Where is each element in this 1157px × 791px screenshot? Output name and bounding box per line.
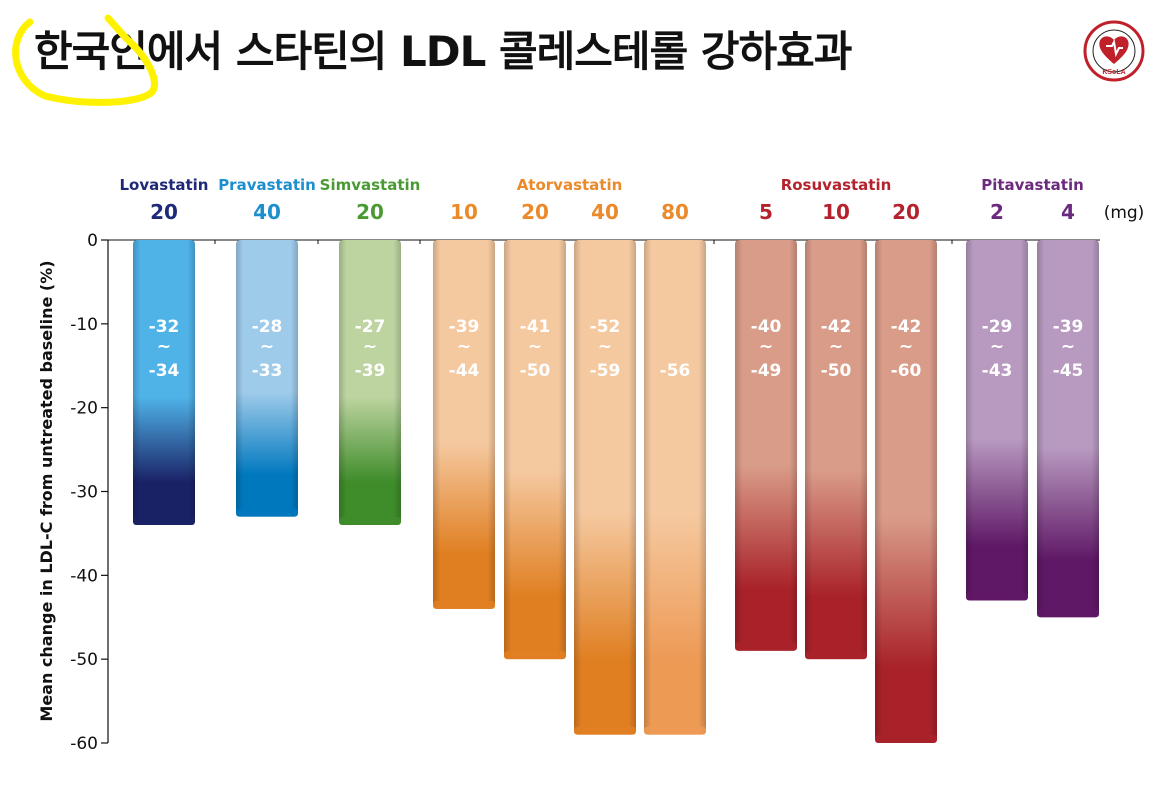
bar-range-max-label: -50 xyxy=(520,361,551,381)
y-tick-label: 0 xyxy=(87,231,98,251)
y-tick-label: -20 xyxy=(70,399,98,419)
dose-label: 2 xyxy=(990,200,1004,224)
y-tick-label: -10 xyxy=(70,315,98,335)
bar-base xyxy=(504,651,566,660)
bar-base xyxy=(966,592,1028,601)
dose-label: 10 xyxy=(822,200,850,224)
bar-base xyxy=(574,726,636,735)
bar-shading xyxy=(433,240,495,609)
bar-shading xyxy=(805,240,867,660)
bar-base xyxy=(1037,609,1099,618)
bar-range-min-label: -52 xyxy=(590,317,621,337)
bar-range-max-label: -39 xyxy=(355,361,386,381)
bar-range-min-label: -29 xyxy=(982,317,1013,337)
dose-label: 80 xyxy=(661,200,689,224)
dose-label: 5 xyxy=(759,200,773,224)
bar-base xyxy=(133,517,195,526)
dose-unit-label: (mg) xyxy=(1104,203,1145,223)
bar-range-max-label: -34 xyxy=(149,361,180,381)
y-axis: 0 -10 -20 -30 -40 -50 -60 Mean change in LDL-C … xyxy=(37,231,1100,754)
bar-range-max-label: -45 xyxy=(1053,361,1084,381)
bar-range-tilde: ~ xyxy=(990,337,1004,357)
bar-base xyxy=(875,735,937,743)
bar-base xyxy=(339,517,401,526)
bar-base xyxy=(433,600,495,609)
bar-range-min-label: -39 xyxy=(449,317,480,337)
bar-range-min-label: -40 xyxy=(751,317,782,337)
dose-label: 40 xyxy=(591,200,619,224)
logo-text: KSoLA xyxy=(1102,69,1125,76)
bar-range-max-label: -43 xyxy=(982,361,1013,381)
bar-range-min-label: -41 xyxy=(520,317,551,337)
bar-shading xyxy=(133,240,195,526)
bar-shading xyxy=(735,240,797,651)
bar-shading xyxy=(966,240,1028,601)
bar-range-tilde: ~ xyxy=(899,337,913,357)
drug-name-label: Pravastatin xyxy=(218,176,316,194)
bar-range-tilde: ~ xyxy=(528,337,542,357)
bar-range-min-label: -27 xyxy=(355,317,386,337)
bar-range-tilde: ~ xyxy=(457,337,471,357)
bar-range-tilde: ~ xyxy=(759,337,773,357)
dose-label: 20 xyxy=(150,200,178,224)
bar-range-max-label: -59 xyxy=(590,361,621,381)
y-tick-label: -50 xyxy=(70,650,98,670)
bar-range-tilde: ~ xyxy=(1061,337,1075,357)
bar-range-min-label: -42 xyxy=(891,317,922,337)
bar-value-label: -56 xyxy=(660,361,691,381)
bar-shading xyxy=(875,240,937,743)
bar-range-tilde: ~ xyxy=(598,337,612,357)
bar-shading xyxy=(644,240,706,735)
bar-range-max-label: -49 xyxy=(751,361,782,381)
bar-shading xyxy=(339,240,401,526)
bar-range-min-label: -32 xyxy=(149,317,180,337)
drug-name-label: Atorvastatin xyxy=(517,176,623,194)
dose-label: 20 xyxy=(521,200,549,224)
bar-shading xyxy=(504,240,566,660)
bar-base xyxy=(805,651,867,660)
bar-range-tilde: ~ xyxy=(260,337,274,357)
y-tick-label: -40 xyxy=(70,566,98,586)
bar-range-max-label: -60 xyxy=(891,361,922,381)
drug-name-label: Rosuvastatin xyxy=(781,176,892,194)
drug-name-label: Simvastatin xyxy=(320,176,421,194)
bar-shading xyxy=(236,240,298,517)
bar-base xyxy=(236,508,298,517)
dose-label: 10 xyxy=(450,200,478,224)
dose-label: 20 xyxy=(892,200,920,224)
dose-label: 20 xyxy=(356,200,384,224)
bar-range-max-label: -44 xyxy=(449,361,480,381)
bar-shading xyxy=(574,240,636,735)
dose-label: 40 xyxy=(253,200,281,224)
bar-range-min-label: -42 xyxy=(821,317,852,337)
bar-shading xyxy=(1037,240,1099,618)
y-axis-label: Mean change in LDL-C from untreated base… xyxy=(37,260,56,721)
bar-base xyxy=(735,642,797,651)
society-logo-icon: KSoLA xyxy=(1083,20,1145,82)
drug-name-label: Pitavastatin xyxy=(981,176,1084,194)
bar-range-tilde: ~ xyxy=(157,337,171,357)
title-highlight-mark xyxy=(12,14,158,106)
bar-range-min-label: -28 xyxy=(252,317,283,337)
bar-range-max-label: -33 xyxy=(252,361,283,381)
y-tick-label: -60 xyxy=(70,734,98,754)
chart-bars: -32~-34-28~-33-27~-39-39~-44-41~-50-52~-… xyxy=(133,240,1099,743)
bar-range-tilde: ~ xyxy=(829,337,843,357)
bar-base xyxy=(644,726,706,735)
dose-label: 4 xyxy=(1061,200,1075,224)
bar-range-min-label: -39 xyxy=(1053,317,1084,337)
drug-name-label: Lovastatin xyxy=(120,176,209,194)
chart-header: Lovastatin 20 Pravastatin 40 Simvastatin 20 At… xyxy=(120,176,1145,224)
y-tick-label: -30 xyxy=(70,483,98,503)
page-title: 한국인에서 스타틴의 LDL 콜레스테롤 강하효과 xyxy=(34,27,852,76)
bar-range-max-label: -50 xyxy=(821,361,852,381)
bar-range-tilde: ~ xyxy=(363,337,377,357)
